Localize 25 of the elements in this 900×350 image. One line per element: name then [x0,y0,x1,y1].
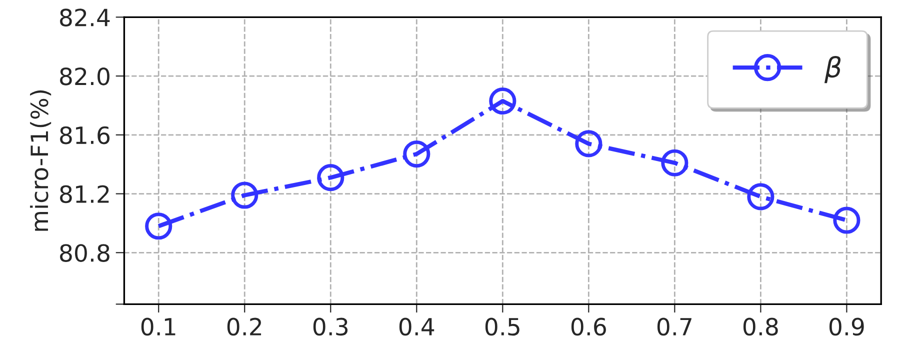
x-tick-label: 0.9 [829,318,864,336]
y-axis-title: micro-F1(%) [30,90,52,231]
legend-label: β [824,56,841,84]
point [575,130,602,158]
point [145,212,172,240]
point [747,183,774,210]
x-tick-label: 0.4 [399,318,434,336]
x-tick-label: 0.1 [141,318,176,336]
point [661,149,688,176]
x-tick-label: 0.8 [743,318,778,336]
point [317,164,344,192]
point [833,206,860,234]
y-tick-label: 80.8 [60,244,110,262]
x-tick-label: 0.2 [227,318,262,336]
x-tick-label: 0.5 [485,318,520,336]
point [231,182,258,209]
x-tick-label: 0.3 [313,318,348,336]
y-tick-label: 82.4 [60,8,110,26]
y-tick-label: 81.6 [60,126,110,144]
x-tick-label: 0.6 [571,318,606,336]
y-tick-label: 81.2 [60,185,109,204]
point [489,88,516,115]
x-tick-label: 0.7 [657,318,692,336]
point [403,140,430,168]
y-tick-label: 82.0 [60,67,110,86]
